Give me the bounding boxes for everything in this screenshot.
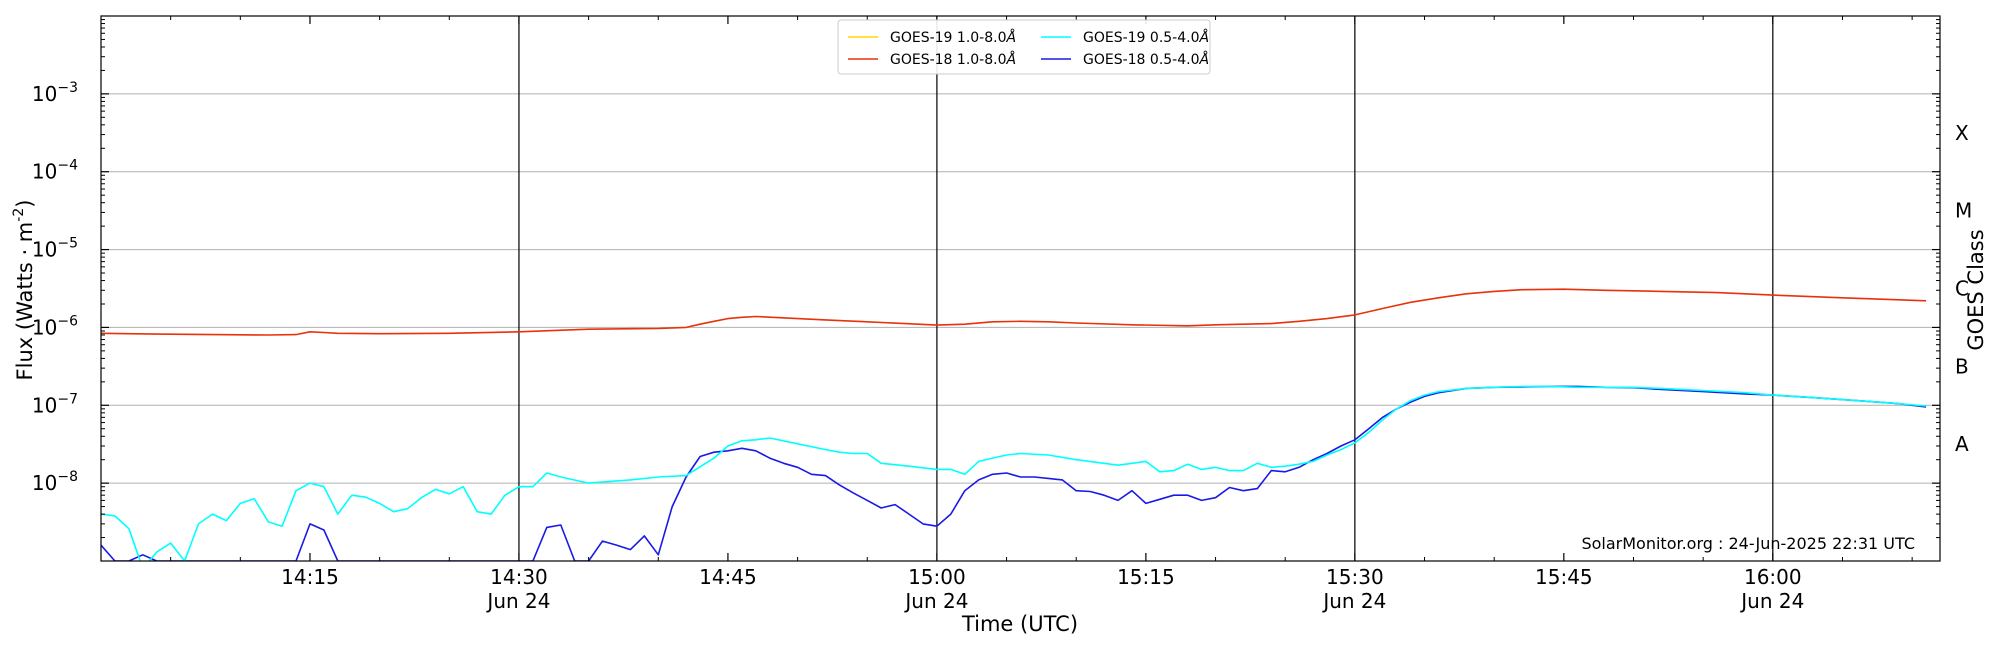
x-tick-label: 14:15 xyxy=(281,565,339,589)
goes-class-label: X xyxy=(1955,121,1969,145)
y-axis-title-superscript: -2 xyxy=(11,208,27,222)
x-tick-label: 16:00 xyxy=(1744,565,1802,589)
plot-frame xyxy=(100,15,1941,562)
x-tick-label: 15:15 xyxy=(1117,565,1175,589)
legend-label-name: GOES-19 1.0-8.0 xyxy=(890,30,1007,46)
legend-label-unit: Å xyxy=(1006,29,1017,46)
goes-class-label: C xyxy=(1955,277,1969,301)
legend-label: GOES-18 0.5-4.0Å xyxy=(1083,51,1209,68)
y-tick-exponent: −4 xyxy=(57,158,78,174)
legend-label-unit: Å xyxy=(1199,29,1210,46)
x-axis-title: Time (UTC) xyxy=(961,612,1078,636)
y-tick-label: 10−7 xyxy=(32,391,78,417)
y-tick-label: 10−3 xyxy=(32,80,78,106)
legend-label: GOES-19 0.5-4.0Å xyxy=(1083,29,1209,46)
series-line-3 xyxy=(101,385,1927,561)
x-tick-date-label: Jun 24 xyxy=(903,589,968,613)
legend-label: GOES-19 1.0-8.0Å xyxy=(890,29,1016,46)
legend-label-name: GOES-18 1.0-8.0 xyxy=(890,52,1007,68)
goes-class-label: A xyxy=(1955,432,1969,456)
legend-box xyxy=(837,19,1211,75)
goes-class-label: B xyxy=(1955,354,1969,378)
y-tick-mantissa: 10 xyxy=(32,471,57,495)
y-tick-exponent: −3 xyxy=(57,80,78,96)
x-tick-date-label: Jun 24 xyxy=(485,589,550,613)
legend-label-name: GOES-19 0.5-4.0 xyxy=(1083,30,1200,46)
y-tick-label: 10−8 xyxy=(32,469,78,495)
y-tick-label: 10−4 xyxy=(32,158,78,184)
legend-label-unit: Å xyxy=(1199,51,1210,68)
y-tick-mantissa: 10 xyxy=(32,315,57,339)
y-tick-label: 10−5 xyxy=(32,236,78,262)
legend-label: GOES-18 1.0-8.0Å xyxy=(890,51,1016,68)
legend-label-unit: Å xyxy=(1006,51,1017,68)
x-tick-label: 14:30 xyxy=(490,565,548,589)
y-tick-exponent: −7 xyxy=(57,391,78,407)
x-tick-label: 15:30 xyxy=(1326,565,1384,589)
y-axis-title-main: Flux (Watts · m xyxy=(13,222,37,381)
goes-class-label: M xyxy=(1955,199,1972,223)
series-layer xyxy=(101,288,1927,561)
y-axis-title: Flux (Watts · m-2) xyxy=(11,200,37,381)
y-tick-mantissa: 10 xyxy=(32,160,57,184)
legend-label-name: GOES-18 0.5-4.0 xyxy=(1083,52,1200,68)
x-tick-label: 15:00 xyxy=(908,565,966,589)
grid-layer xyxy=(101,16,1940,561)
y-tick-mantissa: 10 xyxy=(32,82,57,106)
y-tick-exponent: −5 xyxy=(57,236,78,252)
y-axis-title-tail: ) xyxy=(13,200,37,208)
y-tick-exponent: −6 xyxy=(57,313,78,329)
x-tick-date-label: Jun 24 xyxy=(1739,589,1804,613)
series-line-1 xyxy=(101,288,1927,336)
watermark: SolarMonitor.org : 24-Jun-2025 22:31 UTC xyxy=(1581,534,1915,553)
y-tick-mantissa: 10 xyxy=(32,238,57,262)
x-tick-label: 15:45 xyxy=(1535,565,1593,589)
goes-class-axis-title: GOES Class xyxy=(1964,229,1988,350)
series-line-2 xyxy=(101,385,1927,561)
y-tick-mantissa: 10 xyxy=(32,393,57,417)
x-tick-label: 14:45 xyxy=(699,565,757,589)
y-tick-label: 10−6 xyxy=(32,313,78,339)
y-tick-exponent: −8 xyxy=(57,469,78,485)
x-tick-date-label: Jun 24 xyxy=(1321,589,1386,613)
